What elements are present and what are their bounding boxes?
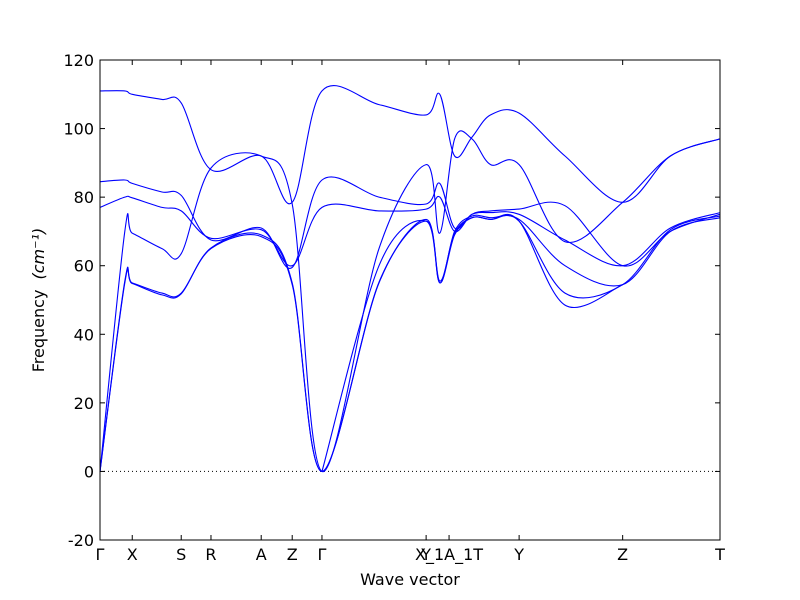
x-axis-label: Wave vector — [360, 570, 460, 589]
x-tick-label: Y — [513, 545, 524, 564]
band-line-3 — [99, 214, 721, 472]
band-line-7 — [321, 213, 623, 472]
band-line-5 — [99, 176, 721, 269]
y-tick-label: 20 — [74, 394, 94, 413]
x-tick-label: Γ — [317, 545, 326, 564]
x-tick-label: T — [714, 545, 725, 564]
x-tick-label: X — [127, 545, 138, 564]
y-axis-label-text: Frequency — [29, 290, 48, 373]
plot-frame — [99, 59, 721, 541]
band-line-1 — [99, 130, 721, 472]
y-tick-label: 60 — [74, 257, 94, 276]
x-tick-label: Y — [420, 545, 431, 564]
y-tick-label: 120 — [63, 51, 94, 70]
x-tick-label: X_1A_1T — [415, 545, 483, 565]
band-line-6 — [99, 85, 721, 205]
y-tick-label: -20 — [68, 531, 94, 550]
x-tick-label: Γ — [96, 545, 105, 564]
x-tick-label: Z — [287, 545, 298, 564]
y-axis-label: Frequency (cm⁻¹) — [29, 228, 48, 372]
y-axis-label-unit: (cm⁻¹) — [29, 228, 48, 280]
x-tick-label: R — [205, 545, 216, 564]
band-line-4 — [99, 195, 721, 267]
y-tick-label: 80 — [74, 188, 94, 207]
plot-area — [100, 60, 720, 540]
y-tick-label: 40 — [74, 325, 94, 344]
x-tick-label: A — [256, 545, 267, 564]
y-tick-label: 100 — [63, 120, 94, 139]
x-tick-label: S — [176, 545, 186, 564]
x-tick-label: Z — [617, 545, 628, 564]
y-tick-label: 0 — [84, 462, 94, 481]
